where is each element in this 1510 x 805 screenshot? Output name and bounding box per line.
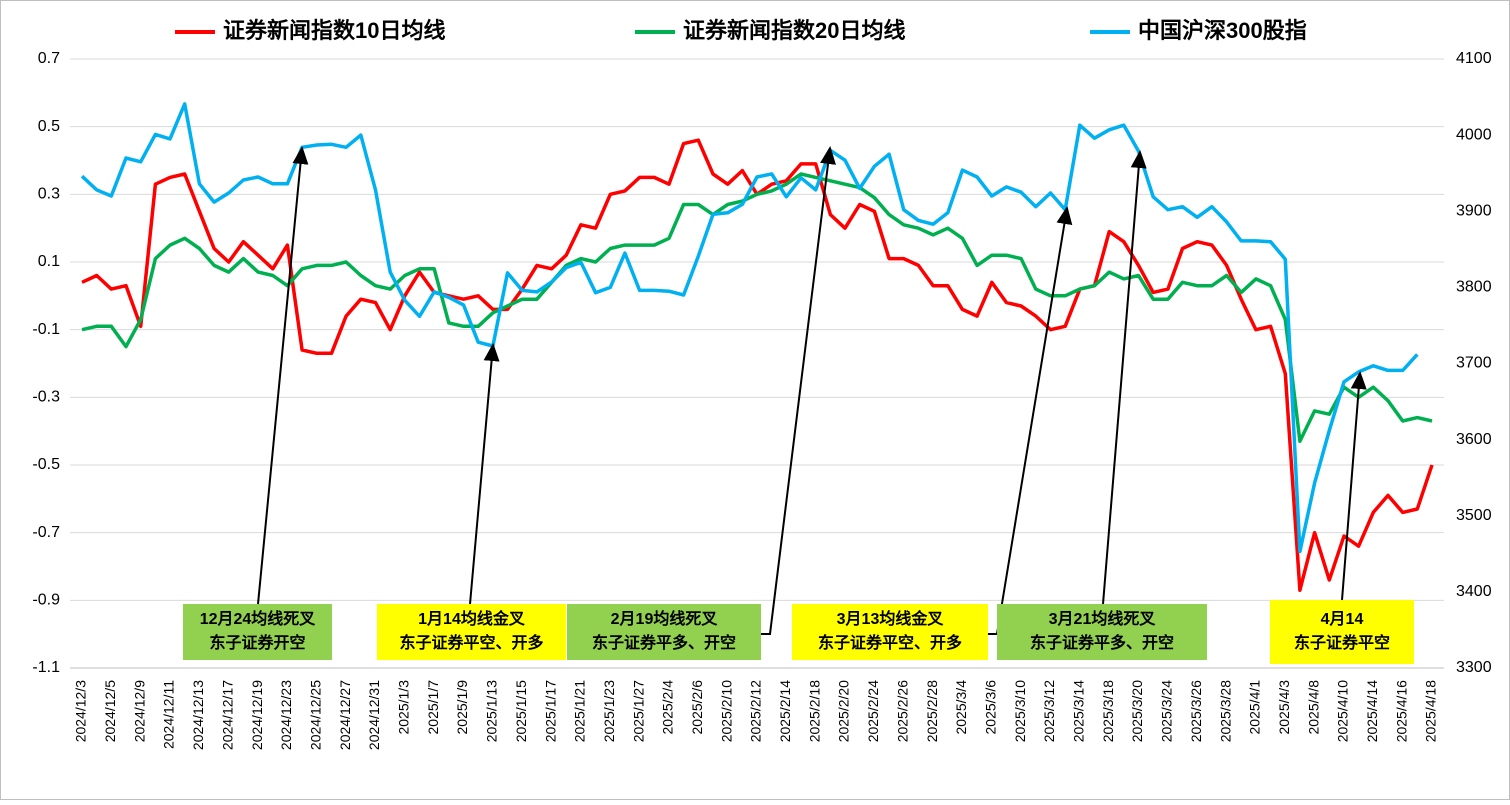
x-tick-label: 2025/2/26 <box>894 680 910 742</box>
annotation-arrow <box>1102 150 1147 605</box>
x-tick-label: 2025/2/6 <box>689 680 705 735</box>
x-tick-label: 2024/12/27 <box>337 680 353 750</box>
x-tick-label: 2024/12/3 <box>73 680 89 742</box>
x-tick-label: 2025/2/10 <box>718 680 734 742</box>
legend-label: 中国沪深300股指 <box>1138 18 1307 43</box>
annotation-text: 12月24均线死叉 <box>200 609 317 628</box>
annotation-text: 2月19均线死叉 <box>611 609 719 628</box>
x-tick-label: 2025/3/24 <box>1159 680 1175 742</box>
x-tick-label: 2025/2/24 <box>865 680 881 742</box>
y2-tick-label: 3500 <box>1456 507 1492 524</box>
annotation-text: 东子证券平空、开多 <box>399 633 543 652</box>
annotation-text: 3月13均线金叉 <box>837 609 945 628</box>
annotation-arrow <box>257 146 309 605</box>
y-tick-label: -0.1 <box>32 321 60 338</box>
x-tick-label: 2025/4/18 <box>1423 680 1439 742</box>
y-tick-label: 0.3 <box>38 186 60 203</box>
y-tick-label: 0.1 <box>38 253 60 270</box>
y-tick-label: -0.5 <box>32 456 60 473</box>
y2-tick-label: 4100 <box>1456 50 1492 67</box>
x-tick-label: 2025/3/6 <box>982 680 998 735</box>
x-tick-label: 2024/12/11 <box>161 680 177 749</box>
annotation-text: 4月14 <box>1321 610 1364 628</box>
x-tick-label: 2025/3/10 <box>1012 680 1028 742</box>
annotation-box <box>792 604 988 660</box>
x-tick-label: 2024/12/5 <box>102 680 118 742</box>
x-tick-label: 2024/12/23 <box>278 680 294 750</box>
annotation-box <box>1270 600 1414 664</box>
x-tick-label: 2024/12/19 <box>249 680 265 750</box>
annotation-text: 1月14均线金叉 <box>418 609 526 628</box>
y2-tick-label: 3300 <box>1456 659 1492 676</box>
annotation-arrow <box>761 146 836 635</box>
y-tick-label: -0.9 <box>32 592 60 609</box>
x-tick-label: 2025/1/3 <box>396 680 412 735</box>
x-tick-label: 2025/2/14 <box>777 680 793 742</box>
y2-tick-label: 3800 <box>1456 279 1492 296</box>
x-tick-label: 2025/2/12 <box>748 680 764 742</box>
x-tick-label: 2025/4/8 <box>1305 680 1321 735</box>
x-tick-label: 2025/4/10 <box>1335 680 1351 742</box>
x-tick-label: 2025/1/23 <box>601 680 617 742</box>
annotation-box <box>183 604 332 660</box>
x-tick-label: 2025/3/20 <box>1129 680 1145 742</box>
x-tick-label: 2025/4/14 <box>1364 680 1380 742</box>
y-tick-label: -1.1 <box>32 659 60 676</box>
x-tick-label: 2025/4/1 <box>1247 680 1263 735</box>
y-tick-label: -0.3 <box>32 389 60 406</box>
x-tick-label: 2025/2/18 <box>806 680 822 742</box>
y-tick-label: 0.7 <box>38 50 60 67</box>
x-tick-label: 2024/12/31 <box>366 680 382 750</box>
x-tick-label: 2024/12/9 <box>131 680 147 742</box>
annotation-text: 东子证券平空、开多 <box>818 633 962 652</box>
x-tick-label: 2025/2/20 <box>836 680 852 742</box>
x-tick-label: 2025/1/17 <box>542 680 558 742</box>
legend-label: 证券新闻指数20日均线 <box>683 18 905 43</box>
x-tick-label: 2025/4/16 <box>1393 680 1409 742</box>
y2-tick-label: 3400 <box>1456 583 1492 600</box>
annotation-text: 东子证券开空 <box>209 633 305 652</box>
x-tick-label: 2025/1/27 <box>630 680 646 742</box>
x-tick-label: 2025/1/9 <box>454 680 470 735</box>
annotation-text: 3月21均线死叉 <box>1049 609 1157 628</box>
x-tick-label: 2025/1/7 <box>425 680 441 735</box>
x-tick-label: 2025/2/4 <box>660 680 676 735</box>
x-tick-label: 2025/3/28 <box>1217 680 1233 742</box>
x-tick-label: 2025/3/4 <box>953 680 969 735</box>
x-tick-label: 2025/3/14 <box>1071 680 1087 742</box>
x-tick-label: 2025/1/15 <box>513 680 529 742</box>
annotation-text: 东子证券平多、开空 <box>1030 633 1174 652</box>
y-tick-label: 0.5 <box>38 118 60 135</box>
annotation-text: 东子证券平空 <box>1294 633 1390 652</box>
x-tick-label: 2025/3/18 <box>1100 680 1116 742</box>
annotation-box <box>377 604 566 660</box>
x-tick-label: 2025/2/28 <box>924 680 940 742</box>
x-tick-label: 2024/12/13 <box>190 680 206 750</box>
x-tick-label: 2025/4/3 <box>1276 680 1292 735</box>
x-tick-label: 2024/12/25 <box>307 680 323 750</box>
y-tick-label: -0.7 <box>32 524 60 541</box>
legend-label: 证券新闻指数10日均线 <box>223 18 445 43</box>
annotation-arrow <box>1341 371 1367 601</box>
x-tick-label: 2025/1/13 <box>484 680 500 742</box>
annotation-box <box>997 604 1207 660</box>
annotation-arrow <box>469 343 500 605</box>
x-tick-label: 2025/1/21 <box>572 680 588 742</box>
x-tick-label: 2025/3/12 <box>1041 680 1057 742</box>
y2-tick-label: 3600 <box>1456 431 1492 448</box>
y2-tick-label: 3700 <box>1456 355 1492 372</box>
series-line <box>81 172 1433 444</box>
y2-tick-label: 4000 <box>1456 126 1492 143</box>
annotation-box <box>567 604 761 660</box>
annotation-text: 东子证券平多、开空 <box>592 633 736 652</box>
y2-tick-label: 3900 <box>1456 202 1492 219</box>
x-tick-label: 2025/3/26 <box>1188 680 1204 742</box>
x-tick-label: 2024/12/17 <box>219 680 235 750</box>
